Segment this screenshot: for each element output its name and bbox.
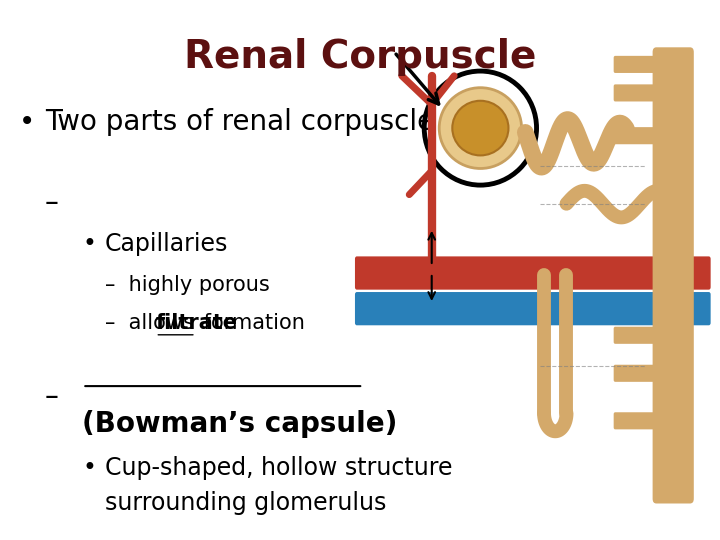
Text: (Bowman’s capsule): (Bowman’s capsule) (82, 410, 397, 438)
FancyBboxPatch shape (652, 48, 694, 503)
FancyBboxPatch shape (613, 412, 658, 429)
Text: formation: formation (197, 313, 305, 333)
Text: Capillaries: Capillaries (105, 232, 228, 256)
Text: –  allows: – allows (105, 313, 200, 333)
FancyBboxPatch shape (613, 84, 658, 102)
Text: Cup-shaped, hollow structure: Cup-shaped, hollow structure (105, 456, 452, 480)
Text: filtrate: filtrate (156, 313, 238, 333)
Text: –  highly porous: – highly porous (105, 275, 269, 295)
Text: •: • (19, 108, 35, 136)
Text: –: – (45, 189, 59, 217)
Ellipse shape (452, 101, 508, 156)
Text: surrounding glomerulus: surrounding glomerulus (105, 491, 386, 515)
Ellipse shape (439, 87, 521, 168)
Text: Renal Corpuscle: Renal Corpuscle (184, 38, 536, 76)
Text: •: • (82, 456, 96, 480)
FancyBboxPatch shape (613, 127, 658, 144)
FancyBboxPatch shape (613, 56, 658, 73)
Text: •: • (82, 232, 96, 256)
Text: Two parts of renal corpuscle: Two parts of renal corpuscle (45, 108, 434, 136)
FancyBboxPatch shape (613, 364, 658, 382)
FancyBboxPatch shape (355, 256, 711, 289)
FancyBboxPatch shape (613, 327, 658, 344)
Text: –: – (45, 383, 59, 411)
FancyBboxPatch shape (355, 292, 711, 325)
